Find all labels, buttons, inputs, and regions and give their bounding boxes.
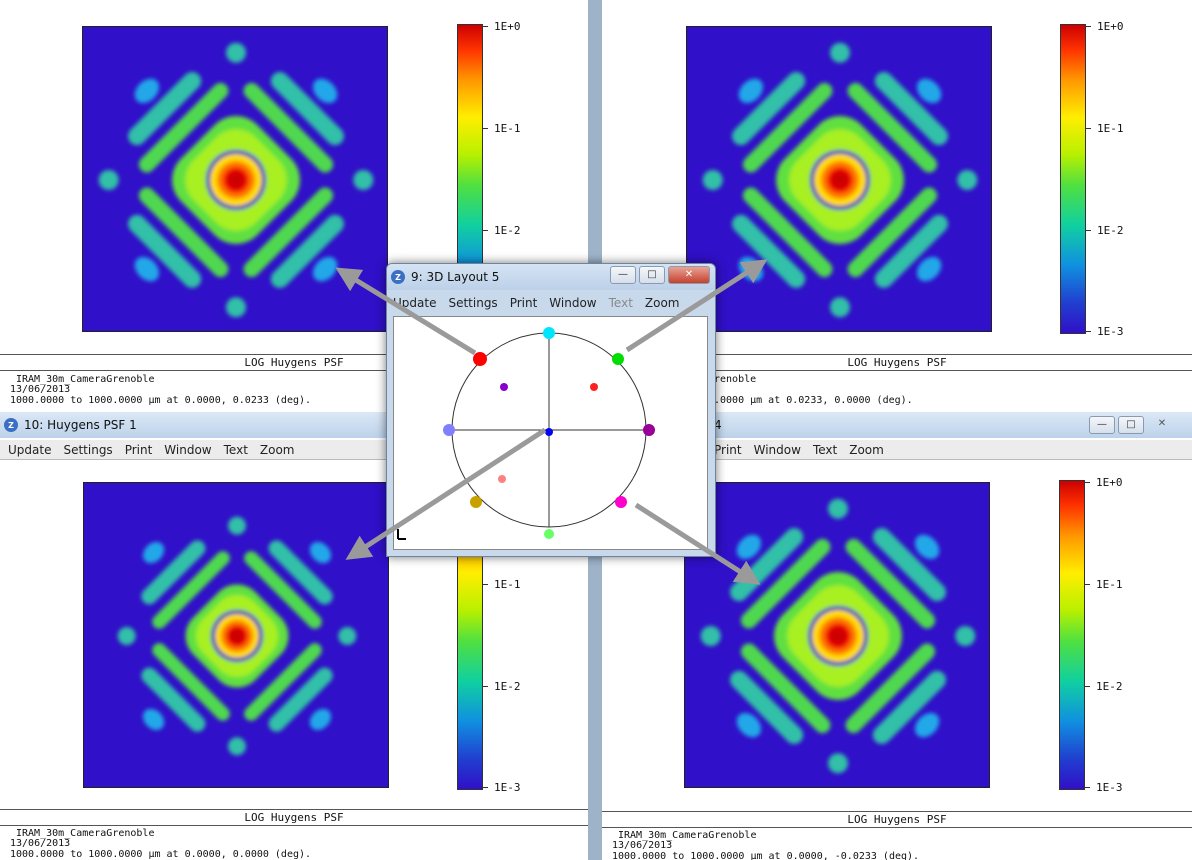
spot-cluster: [443, 424, 455, 436]
menu-settings[interactable]: Settings: [63, 442, 113, 457]
minimize-button[interactable]: —: [610, 266, 636, 284]
psf-pattern: [685, 483, 990, 788]
info-line: renoble: [714, 374, 757, 385]
psf-image-bottom-left: [83, 482, 389, 788]
colorbar-tick-label: 1E-2: [1097, 224, 1124, 237]
spot-layout-diagram: [397, 327, 655, 540]
plot-title: LOG Huygens PSF: [602, 811, 1192, 828]
spot-cluster: [543, 327, 555, 339]
colorbar-tick-label: 1E-1: [494, 122, 521, 135]
colorbar-tick-label: 1E-2: [494, 224, 521, 237]
psf-pattern: [83, 27, 388, 332]
info-line: 13/06/2013: [10, 838, 71, 849]
menu-print[interactable]: Print: [714, 442, 742, 457]
spot-cluster: [643, 424, 655, 436]
colorbar: [1060, 24, 1086, 334]
colorbar: [1059, 480, 1085, 790]
window-title: 10: Huygens PSF 1: [24, 418, 137, 432]
info-line: 1000.0000 to 1000.0000 µm at 0.0000, 0.0…: [10, 849, 312, 860]
spot-cluster: [544, 529, 554, 539]
menu-zoom[interactable]: Zoom: [644, 295, 680, 310]
psf-window-top-right: 1E+0 1E-1 1E-2 1E-3 LOG Huygens PSF reno…: [602, 0, 1192, 412]
spot-cluster: [470, 496, 482, 508]
colorbar-tick-label: 1E+0: [1096, 476, 1123, 489]
menu-zoom[interactable]: Zoom: [259, 442, 295, 457]
psf-image-top-right: [686, 26, 992, 332]
info-line: IRAM_30m_CameraGrenoble: [16, 374, 155, 385]
zemax-app-icon: Z: [4, 418, 18, 432]
colorbar-tick-label: 1E-1: [494, 578, 521, 591]
menu-settings[interactable]: Settings: [448, 295, 498, 310]
layout-canvas: [393, 316, 708, 550]
colorbar-tick-label: 1E-1: [1097, 122, 1124, 135]
info-line: IRAM_30m_CameraGrenoble: [16, 828, 155, 839]
plot-title: LOG Huygens PSF: [0, 354, 588, 371]
window-controls: — □ ✕: [1086, 416, 1177, 434]
minimize-button[interactable]: —: [1089, 416, 1115, 434]
window-title: 9: 3D Layout 5: [411, 270, 500, 284]
maximize-button[interactable]: □: [1118, 416, 1144, 434]
psf-image-top-left: [82, 26, 388, 332]
psf-image-bottom-right: [684, 482, 990, 788]
colorbar-tick-label: 1E+0: [494, 20, 521, 33]
psf-pattern: [84, 483, 389, 788]
spot-cluster: [590, 383, 598, 391]
colorbar-tick-label: 1E-3: [1096, 781, 1123, 794]
info-line: 13/06/2013: [612, 840, 673, 851]
zemax-app-icon: Z: [391, 270, 405, 284]
menu-update[interactable]: Update: [8, 442, 52, 457]
plot-title: LOG Huygens PSF: [0, 809, 588, 826]
info-line: 1000.0000 to 1000.0000 µm at 0.0000, 0.0…: [10, 395, 312, 406]
menu-text[interactable]: Text: [812, 442, 838, 457]
plot-title: LOG Huygens PSF: [602, 354, 1192, 371]
spot-cluster: [473, 352, 487, 366]
menu-window[interactable]: Window: [753, 442, 801, 457]
spot-cluster: [498, 475, 506, 483]
info-line: .0000 µm at 0.0233, 0.0000 (deg).: [714, 395, 913, 406]
maximize-button[interactable]: □: [639, 266, 665, 284]
info-line: 1000.0000 to 1000.0000 µm at 0.0000, -0.…: [612, 851, 920, 860]
menu-bar: Print Window Text Zoom: [602, 440, 1192, 460]
info-line: 13/06/2013: [10, 384, 71, 395]
spot-cluster: [615, 496, 627, 508]
menu-window[interactable]: Window: [164, 442, 212, 457]
menu-print[interactable]: Print: [124, 442, 153, 457]
psf-pattern: [687, 27, 992, 332]
colorbar-tick-label: 1E-3: [494, 781, 521, 794]
window-title-fragment: 4: [714, 418, 722, 432]
colorbar-tick-label: 1E-2: [494, 680, 521, 693]
spot-cluster: [500, 383, 508, 391]
menu-text[interactable]: Text: [608, 295, 633, 310]
spot-cluster: [545, 428, 553, 436]
info-line: IRAM_30m_CameraGrenoble: [618, 830, 757, 841]
spot-cluster: [612, 353, 624, 365]
colorbar-tick-label: 1E-3: [1097, 325, 1124, 338]
layout-window: Z 9: 3D Layout 5 — □ ✕ Update Settings P…: [386, 263, 716, 557]
menu-update[interactable]: Update: [393, 295, 437, 310]
menu-bar: Update Settings Print Window Text Zoom: [387, 293, 715, 312]
menu-zoom[interactable]: Zoom: [849, 442, 884, 457]
colorbar-tick-label: 1E-1: [1096, 578, 1123, 591]
close-button[interactable]: ✕: [1157, 418, 1167, 429]
menu-window[interactable]: Window: [549, 295, 597, 310]
colorbar-tick-label: 1E+0: [1097, 20, 1124, 33]
window-controls: — □ ✕: [607, 266, 710, 284]
menu-text[interactable]: Text: [223, 442, 248, 457]
menu-print[interactable]: Print: [509, 295, 538, 310]
close-button[interactable]: ✕: [668, 266, 710, 284]
colorbar-tick-label: 1E-2: [1096, 680, 1123, 693]
